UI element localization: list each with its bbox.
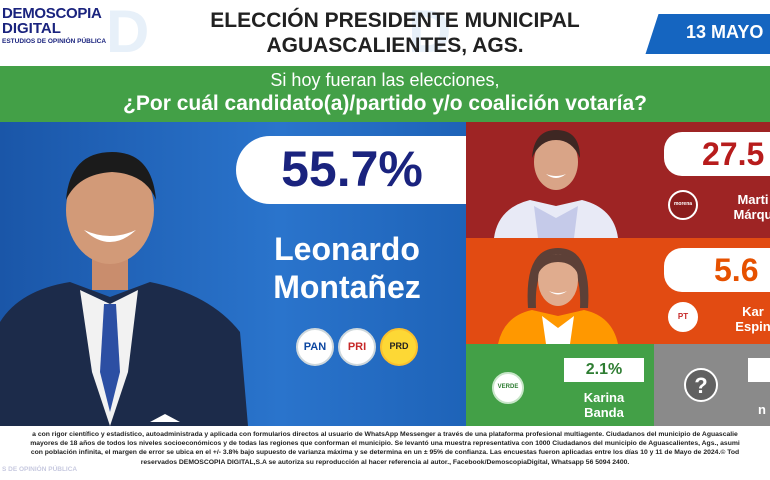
name-line: Banda xyxy=(584,405,624,420)
name-line: Kar xyxy=(742,304,764,319)
title-line: AGUASCALIENTES, AGS. xyxy=(266,34,524,57)
watermark-logo: D xyxy=(106,0,150,65)
question-icon: ? xyxy=(684,368,718,402)
leader-panel: 55.7% Leonardo Montañez PAN PRI PRD xyxy=(0,122,466,426)
party-label: VERDE xyxy=(497,384,519,390)
undecided-name: n xyxy=(758,402,766,417)
header: D D DEMOSCOPIA DIGITAL ESTUDIOS DE OPINI… xyxy=(0,0,770,66)
question-banner: Si hoy fueran las elecciones, ¿Por cuál … xyxy=(0,66,770,122)
disclaimer-line: reservados DEMOSCOPIA DIGITAL,S.A se aut… xyxy=(140,458,630,466)
page-title: ELECCIÓN PRESIDENTE MUNICIPAL AGUASCALIE… xyxy=(150,8,640,58)
candidate-panel-second: 27.5 morena Marti Márqu xyxy=(466,122,770,238)
logo-tagline: ESTUDIOS DE OPINIÓN PÚBLICA xyxy=(2,38,107,45)
candidate-photo xyxy=(494,130,618,238)
question-glyph: ? xyxy=(694,373,708,398)
logo-text: DEMOSCOPIA xyxy=(2,5,102,22)
candidate-photo xyxy=(498,248,618,344)
party-label: PRD xyxy=(389,341,409,351)
methodology-disclaimer: a con rigor científico y estadístico, au… xyxy=(2,430,768,467)
prd-logo-icon: PRD xyxy=(380,328,418,366)
name-line: Espin xyxy=(735,319,770,334)
party-label: morena xyxy=(673,201,693,207)
question-text: ¿Por cuál candidato(a)/partido y/o coali… xyxy=(123,92,647,115)
leader-name: Leonardo Montañez xyxy=(236,230,458,306)
name-line: Montañez xyxy=(273,269,421,305)
name-line: Leonardo xyxy=(274,231,420,267)
pan-logo-icon: PAN xyxy=(296,328,334,366)
footer: a con rigor científico y estadístico, au… xyxy=(0,426,770,480)
fourth-name: Karina Banda xyxy=(564,390,644,420)
name-line: Karina xyxy=(583,390,625,405)
date-label: 13 MAYO xyxy=(686,22,764,42)
watermark-logo: D xyxy=(408,0,452,65)
candidate-panel-undecided: ? n xyxy=(654,344,770,426)
third-percentage: 5.6 xyxy=(714,252,759,288)
party-label: PRI xyxy=(347,341,367,353)
party-label: PT xyxy=(677,312,689,321)
percentage-pill xyxy=(236,136,466,204)
logo-text: DIGITAL xyxy=(2,20,61,37)
party-logos: PAN PRI PRD xyxy=(296,328,418,368)
title-line: ELECCIÓN PRESIDENTE MUNICIPAL xyxy=(210,9,580,32)
name-line: Marti xyxy=(737,192,769,207)
percentage-pill xyxy=(664,132,770,176)
morena-logo-icon: morena xyxy=(668,190,698,220)
disclaimer-line: con población infinita, el margen de err… xyxy=(30,449,740,457)
fourth-percentage: 2.1% xyxy=(585,361,623,378)
leader-percentage: 55.7% xyxy=(281,141,423,197)
second-name: Marti Márqu xyxy=(728,192,770,222)
candidate-photo xyxy=(0,152,248,426)
demoscopia-logo: DEMOSCOPIA DIGITAL ESTUDIOS DE OPINIÓN P… xyxy=(2,6,120,54)
candidate-panel-third: 5.6 PT Kar Espin xyxy=(466,238,770,344)
percentage-box xyxy=(564,358,644,382)
verde-logo-icon: VERDE xyxy=(492,372,524,404)
candidate-panel-fourth: VERDE 2.1% Karina Banda xyxy=(466,344,654,426)
disclaimer-line: a con rigor científico y estadístico, au… xyxy=(32,431,738,438)
watermark-text: S DE OPINIÓN PÚBLICA xyxy=(2,466,78,473)
percentage-pill xyxy=(664,248,770,292)
third-name: Kar Espin xyxy=(728,304,770,334)
pt-logo-icon: PT xyxy=(668,302,698,332)
disclaimer-line: mayores de 18 años de todos los niveles … xyxy=(30,440,740,448)
percentage-box xyxy=(748,358,770,382)
pri-logo-icon: PRI xyxy=(338,328,376,366)
party-label: PAN xyxy=(303,341,327,353)
question-intro: Si hoy fueran las elecciones, xyxy=(270,70,500,90)
second-percentage: 27.5 xyxy=(702,136,765,172)
name-line: Márqu xyxy=(733,207,770,222)
